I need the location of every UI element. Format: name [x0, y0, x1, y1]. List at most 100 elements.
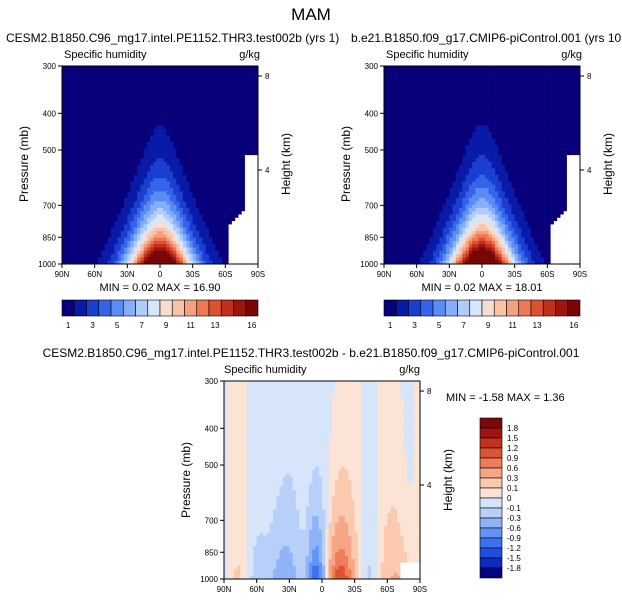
panel1-cell: [107, 227, 112, 232]
panel1-cell: [222, 165, 226, 169]
panel1-cell: [150, 135, 154, 139]
panel1-cell: [212, 178, 216, 182]
panel1-cell: [78, 79, 82, 83]
panel1-cell: [231, 211, 236, 215]
panel1-cell: [169, 171, 174, 176]
panel2-cell: [384, 69, 388, 73]
panel2-cell: [537, 92, 542, 97]
panel2-cell: [482, 122, 486, 126]
panel1-cell: [140, 108, 145, 113]
panel1-cell: [114, 231, 118, 235]
panel1-cell: [186, 231, 190, 235]
panel2-cell: [423, 69, 427, 73]
panel1-cell: [75, 224, 79, 229]
panel1-cell: [205, 135, 210, 139]
panel1-cell: [238, 138, 243, 143]
panel1-cell: [248, 224, 252, 229]
panel1-cell: [169, 115, 174, 120]
panel2-cell: [498, 79, 502, 83]
panel1-cell: [241, 99, 246, 103]
panel1-cell: [166, 201, 171, 205]
panel1-cell: [254, 132, 259, 136]
panel1-cell: [143, 89, 148, 93]
panel2-cell: [472, 92, 476, 97]
panel1-cell: [169, 244, 174, 248]
panel1-cell: [189, 224, 194, 229]
panel1-cell: [65, 69, 69, 73]
panel1-cell: [140, 178, 145, 182]
panel1-cell: [241, 92, 246, 97]
panel1-cell: [75, 102, 79, 106]
panel1-cell: [205, 125, 210, 130]
panel1-colorbar-swatch: [233, 299, 247, 317]
panel2-cell: [576, 108, 581, 113]
panel1-cell: [241, 85, 246, 90]
panel1-cell: [150, 145, 154, 149]
panel2-cell: [475, 66, 480, 70]
panel1-cell: [218, 224, 223, 229]
panel2-cell: [517, 99, 522, 103]
panel1-cell: [215, 102, 220, 106]
panel1-cell: [176, 207, 180, 212]
panel1-cell: [218, 89, 223, 93]
panel2-cell: [413, 66, 418, 70]
panel1-cell: [107, 174, 112, 179]
panel1-cell: [130, 260, 135, 265]
panel1-cell: [169, 221, 174, 225]
panel1-cell: [75, 201, 79, 205]
panel2-cell: [547, 108, 551, 113]
panel2-cell: [566, 85, 571, 90]
panel1-cell: [114, 178, 118, 182]
panel1-cell: [156, 181, 161, 186]
panel1-cell: [71, 198, 76, 202]
panel1-cell: [111, 128, 115, 133]
panel1-cell: [192, 221, 197, 225]
panel2-cell: [511, 128, 516, 133]
panel2-cell: [511, 92, 516, 97]
panel1-cell: [91, 148, 96, 153]
panel1-cell: [150, 171, 154, 176]
panel2-cell: [540, 118, 545, 123]
panel1-cell: [75, 198, 79, 202]
panel2-cell: [491, 99, 496, 103]
panel2-cell: [403, 122, 408, 126]
panel1-cell: [166, 122, 171, 126]
panel2-cell: [482, 105, 486, 110]
panel1-cell: [81, 141, 86, 146]
panel1-cell: [130, 174, 135, 179]
panel1-cell: [97, 224, 102, 229]
panel1-cell: [254, 227, 259, 232]
panel1-cell: [150, 254, 154, 258]
panel1-cell: [195, 161, 200, 166]
panel1-cell: [186, 250, 190, 255]
panel1-cell: [91, 155, 96, 159]
panel1-cell: [65, 66, 69, 70]
panel1-cell: [133, 141, 138, 146]
panel1-cell: [146, 161, 151, 166]
panel1-cell: [179, 214, 184, 219]
panel2-cell: [531, 118, 535, 123]
panel1-cell: [176, 92, 180, 97]
panel1-cell: [127, 95, 131, 100]
panel1-cell: [169, 227, 174, 232]
panel1-cell: [94, 174, 99, 179]
panel1-cell: [241, 184, 246, 189]
panel1-cell: [192, 135, 197, 139]
panel1-cell: [251, 217, 256, 222]
panel1-cell: [124, 254, 128, 258]
panel2-cell: [465, 95, 470, 100]
panel1-cell: [101, 227, 105, 232]
panel1-cell: [205, 254, 210, 258]
panel1-cell: [84, 171, 89, 176]
panel2-cell: [406, 125, 411, 130]
panel1-cell: [163, 141, 167, 146]
panel2-cell: [455, 99, 460, 103]
panel1-cell: [215, 155, 220, 159]
panel1-cell: [71, 89, 76, 93]
panel1-cell: [94, 254, 99, 258]
panel1-cell: [88, 184, 92, 189]
panel1-cell: [91, 125, 96, 130]
panel2-cell: [439, 75, 444, 80]
panel1-cell: [205, 204, 210, 209]
panel2-cell: [498, 85, 502, 90]
